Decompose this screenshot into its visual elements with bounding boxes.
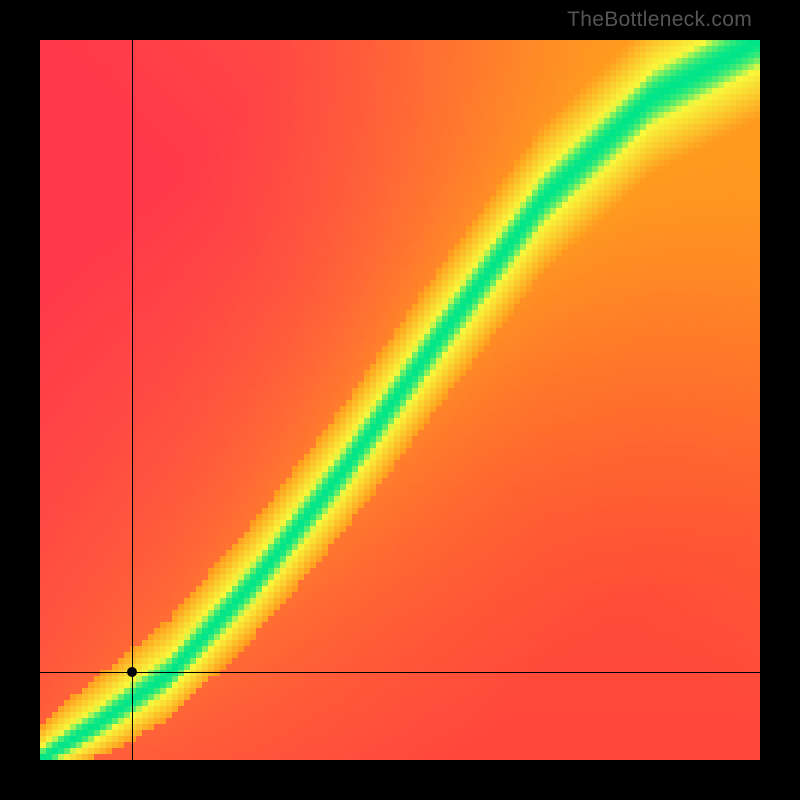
bottleneck-heatmap	[40, 40, 760, 760]
plot-area	[40, 40, 760, 760]
selection-marker	[127, 667, 137, 677]
watermark-text: TheBottleneck.com	[567, 8, 752, 32]
crosshair-horizontal	[40, 672, 760, 673]
crosshair-vertical	[132, 40, 133, 760]
